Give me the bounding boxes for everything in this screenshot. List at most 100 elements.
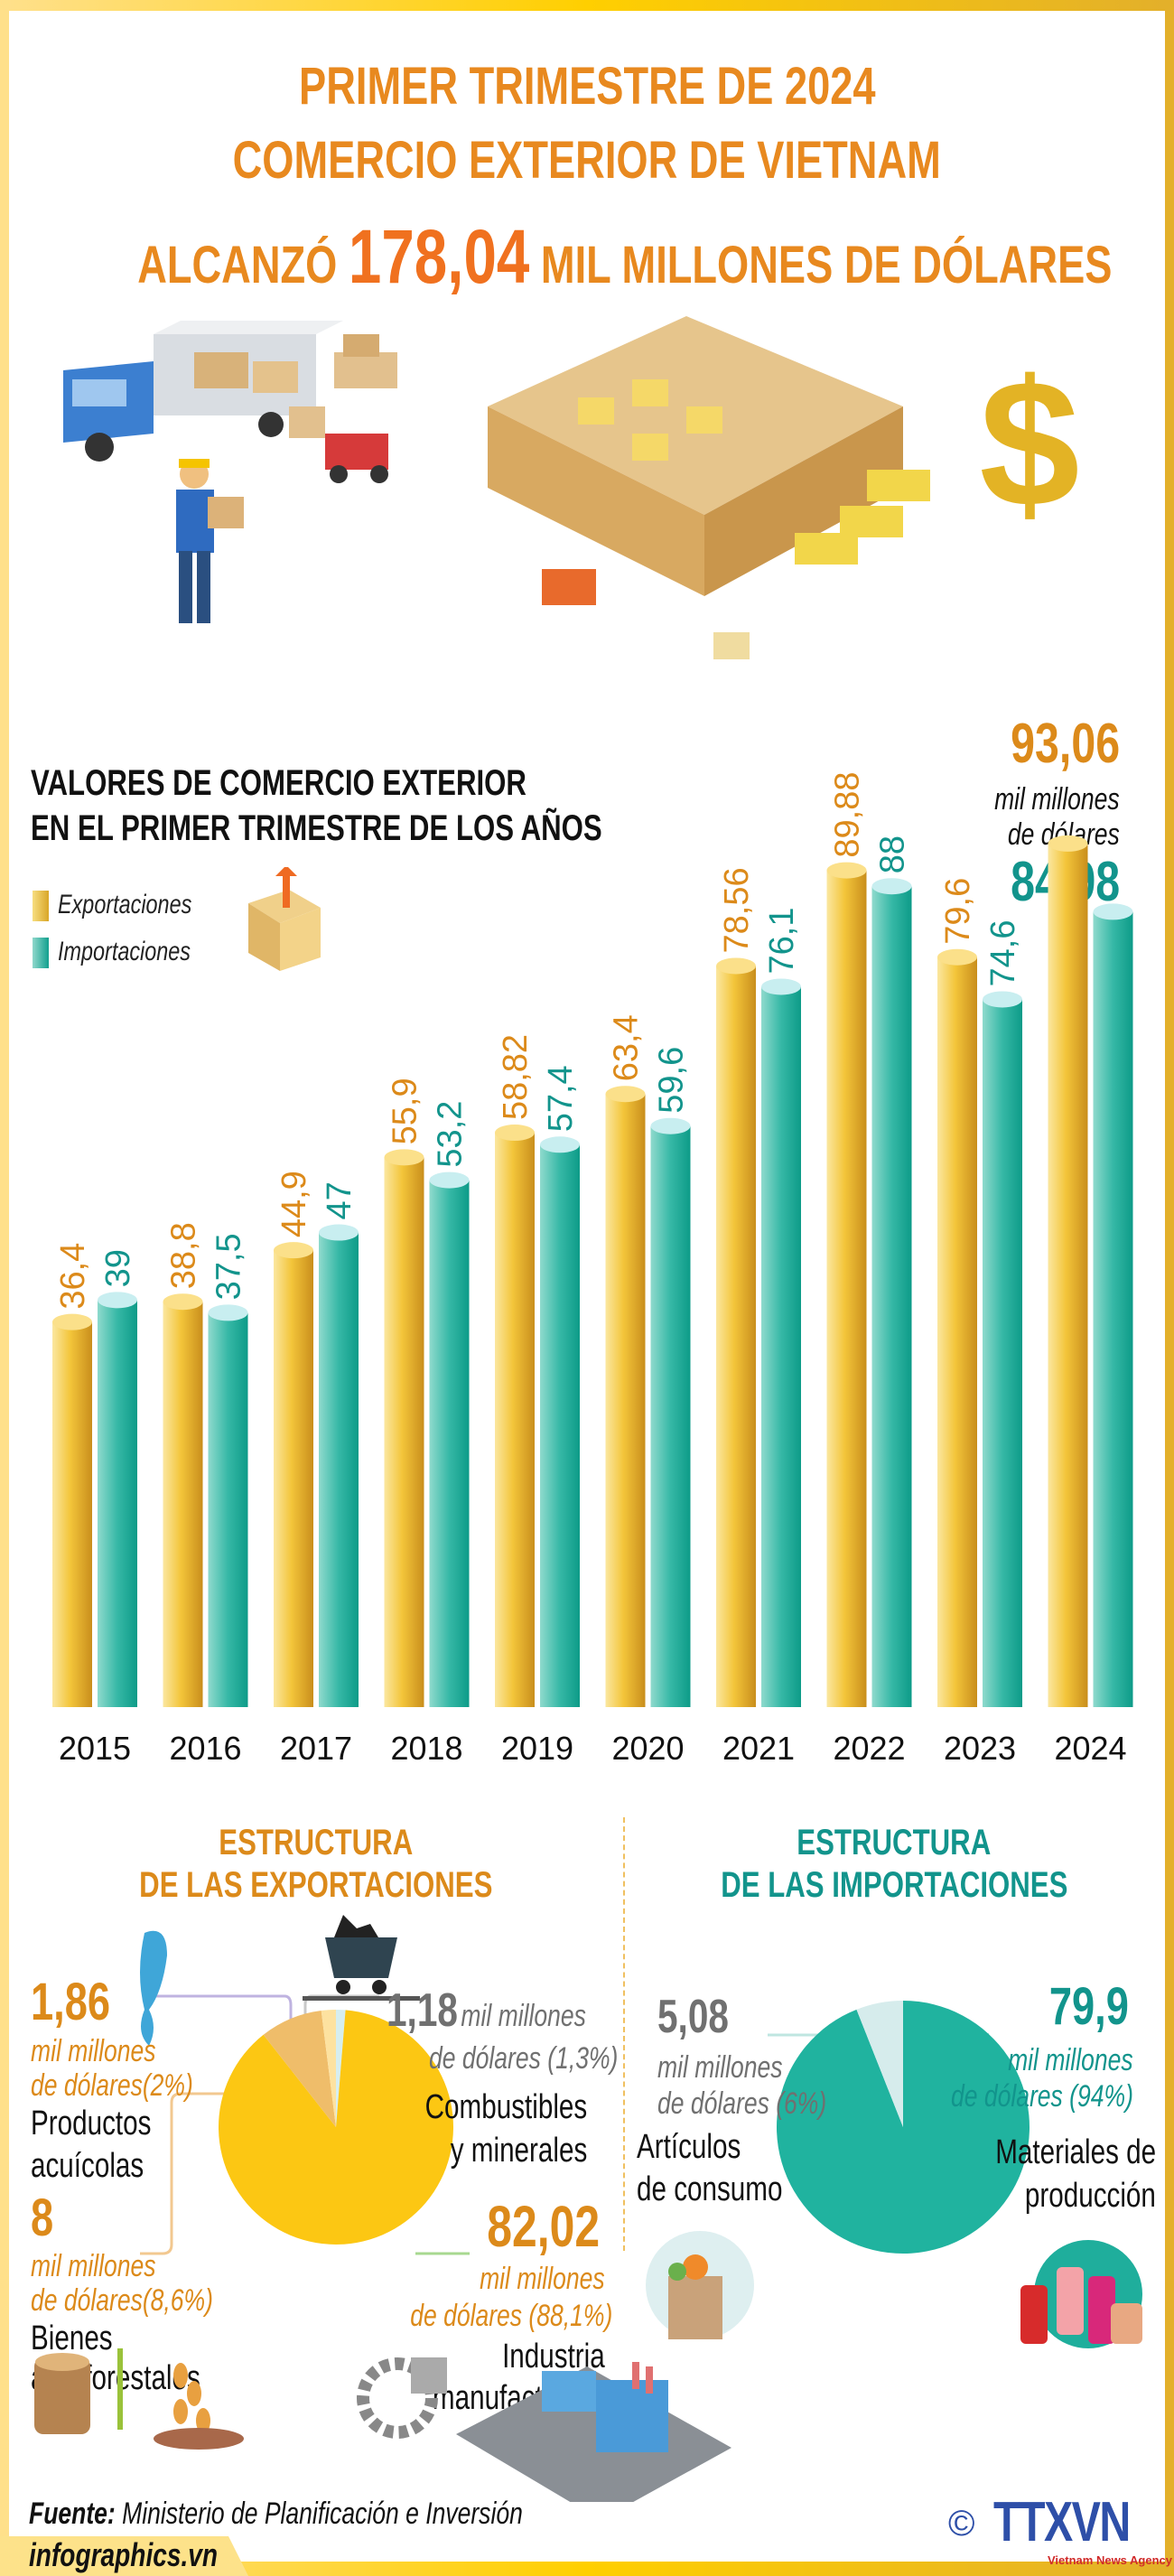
legend-swatch-exports [33,891,49,922]
year-label: 2021 [722,1730,795,1767]
bar-cap [495,1125,535,1142]
value-label: 79,6 [939,878,977,945]
consumer-unit: mil millones [657,2050,783,2085]
bar-cap [52,1313,92,1330]
consumer-value: 5,08 [657,1991,729,2043]
fuels-unit2: de dólares (1,3%) [428,2041,618,2076]
bar-cap [826,862,867,879]
value-label: 58,82 [497,1034,535,1120]
production-label-2: producción [1024,2177,1156,2215]
value-label: 63,4 [608,1014,646,1081]
truck-icon [63,321,343,462]
bar-cap [937,948,977,966]
bar-cap [605,1086,646,1103]
bar-exports-2022 [826,870,867,1707]
title-line-3: ALCANZÓ 178,04 MIL MILLONES DE DÓLARES [137,214,1113,299]
forklift-icon [289,406,388,483]
factory-icon [456,2362,731,2502]
agro-unit: mil millones [31,2249,156,2283]
aquatic-label-1: Productos [31,2105,152,2142]
exports-pie-slice [321,2010,336,2127]
section-divider [623,1817,625,2251]
bar-imports-2015 [98,1300,137,1707]
bar-cap [650,1117,691,1134]
year-label: 2019 [501,1730,573,1767]
bar-cap [1048,835,1088,852]
value-label: 53,2 [432,1101,470,1168]
bar-cap [871,878,912,895]
bar-imports-2022 [871,886,912,1707]
fuels-label-1: Combustibles [424,2088,587,2126]
bar-imports-2017 [319,1232,359,1707]
bar-exports-2016 [163,1302,203,1707]
copyright-icon: © [948,2504,975,2543]
site-link[interactable]: infographics.vn [29,2536,219,2573]
value-label: 44,9 [275,1171,313,1237]
bar-cap [983,991,1022,1008]
consumer-label-1: Artículos [637,2128,741,2166]
value-label: 76,1 [763,907,801,974]
aquatic-unit: mil millones [31,2034,156,2068]
label-2024-exports: 93,06 [1010,713,1120,775]
bar-cap [163,1293,203,1311]
value-label: 59,6 [653,1047,691,1114]
bar-cap [429,1171,470,1189]
bar-cap [319,1224,359,1241]
bottom-illustrations [34,2348,731,2502]
exports-pie-slice [219,2010,454,2245]
production-unit: mil millones [1008,2043,1133,2077]
value-label: 55,9 [387,1078,424,1144]
bar-exports-2024 [1048,843,1088,1707]
bar-cap [716,957,756,975]
year-label: 2015 [59,1730,131,1767]
dollar-icon: $ [979,343,1079,545]
production-label-1: Materiales de [995,2133,1156,2171]
svg-text:$: $ [979,343,1079,545]
grocery-bag-icon [646,2231,754,2339]
bar-cap [761,978,801,995]
year-label: 2020 [611,1730,684,1767]
year-label: 2018 [390,1730,462,1767]
bar-exports-2015 [52,1321,92,1707]
warehouse-icon [488,316,930,659]
bar-cap [384,1149,424,1166]
year-label: 2017 [280,1730,352,1767]
imports-title-2: DE LAS IMPORTACIONES [720,1865,1068,1905]
value-label: 74,6 [984,920,1022,987]
bar-exports-2018 [384,1157,424,1707]
exports-pie-slice [336,2010,346,2127]
worker-icon [176,459,244,623]
year-label: 2022 [833,1730,905,1767]
legend-swatch-imports [33,938,49,969]
exports-pie-slice [263,2011,336,2127]
title-line-2: COMERCIO EXTERIOR DE VIETNAM [232,131,942,190]
bar-exports-2019 [495,1133,535,1707]
imports-title-1: ESTRUCTURA [797,1823,992,1862]
aquatic-unit2: de dólares(2%) [31,2068,193,2103]
pie-charts [140,1915,1142,2348]
aquatic-value: 1,86 [31,1973,111,2031]
bar-imports-2024 [1093,911,1133,1707]
consumer-unit2: de dólares (6%) [657,2086,827,2121]
bar-exports-2020 [605,1094,646,1707]
consumer-label-2: de consumo [637,2170,783,2208]
aquatic-label-2: acuícolas [31,2147,144,2185]
chart-title-line-1: VALORES DE COMERCIO EXTERIOR [31,763,526,803]
value-label: 39 [99,1249,137,1287]
coal-cart-icon [303,1915,420,2001]
bar-imports-2019 [540,1144,580,1707]
imports-pie-slice [856,2001,903,2127]
bar-imports-2021 [761,986,801,1707]
agro-value: 8 [31,2189,54,2247]
manufacturing-unit: mil millones [480,2262,605,2296]
bar-exports-2017 [274,1250,313,1707]
legend-exports: Exportaciones [33,890,229,922]
value-label: 47 [321,1181,359,1219]
value-label: 36,4 [54,1243,92,1310]
total-value: 178,04 [348,214,530,299]
exports-title-1: ESTRUCTURA [219,1823,414,1862]
bar-cap [208,1304,248,1321]
value-label: 38,8 [165,1222,203,1289]
header-illustrations: $ [63,316,1080,659]
thread-spools-icon [1020,2240,1142,2348]
